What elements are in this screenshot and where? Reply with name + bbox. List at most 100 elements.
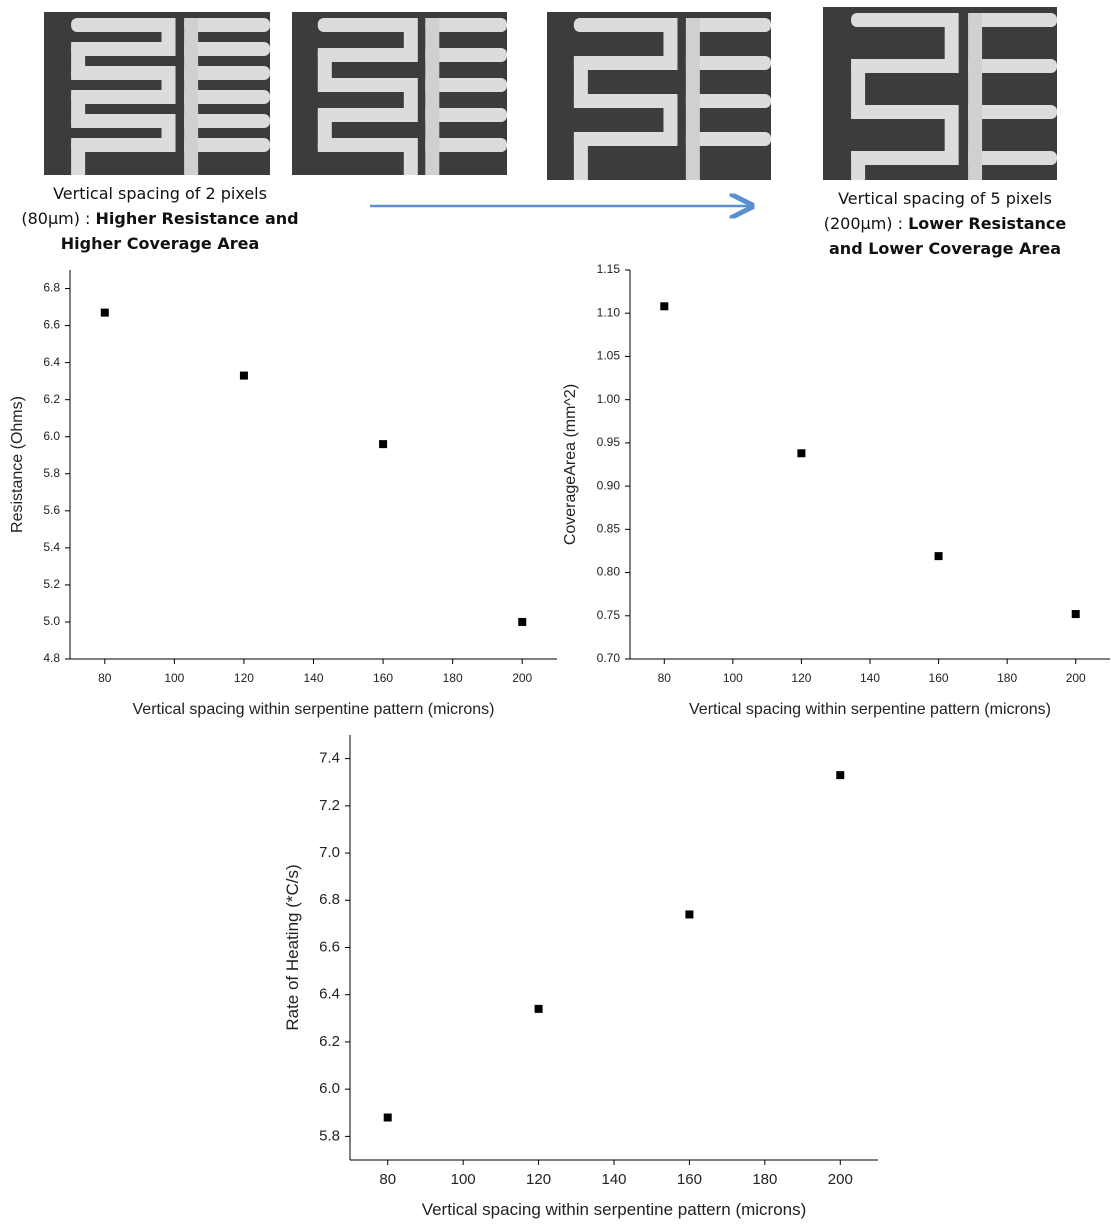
y-tick-label: 4.8 [43, 651, 60, 665]
y-tick-label: 5.0 [43, 614, 60, 628]
micrograph-trace [573, 132, 675, 146]
x-tick-label: 120 [791, 671, 811, 685]
y-tick-label: 1.05 [597, 349, 621, 363]
point [934, 552, 943, 561]
point [239, 371, 248, 380]
point [379, 440, 388, 449]
micrograph-trace [71, 18, 173, 32]
y-tick-label: 5.4 [43, 540, 60, 554]
y-tick-label: 6.6 [319, 938, 340, 955]
x-tick-label: 140 [303, 671, 323, 685]
micrograph-trace [184, 66, 270, 80]
y-axis-label: CoverageArea (mm^2) [562, 384, 579, 545]
y-tick-label: 6.8 [319, 891, 340, 908]
micrograph-trace [317, 108, 415, 122]
y-tick-label: 5.2 [43, 577, 60, 591]
micrograph-trace [71, 138, 86, 175]
x-axis-label: Vertical spacing within serpentine patte… [689, 701, 1051, 718]
point [797, 449, 806, 458]
micrograph-trace [317, 48, 415, 62]
x-tick-label: 140 [860, 671, 880, 685]
x-tick-label: 80 [98, 671, 112, 685]
micrograph-trace [851, 151, 957, 165]
micrograph-trace [425, 18, 507, 32]
micrograph-trace [71, 66, 173, 80]
x-tick-label: 200 [828, 1171, 853, 1188]
micrograph-trace [968, 13, 1057, 27]
micrograph-trace [317, 138, 415, 152]
micrograph [44, 12, 270, 175]
x-tick-label: 160 [929, 671, 949, 685]
point [660, 302, 669, 311]
micrograph-trace [968, 151, 1057, 165]
micrograph [823, 7, 1057, 180]
micrograph [547, 12, 771, 180]
micrograph-trace [425, 48, 507, 62]
y-tick-label: 0.85 [597, 522, 621, 536]
caption-line: Vertical spacing of 2 pixels [53, 184, 267, 203]
micrograph-trace [851, 151, 866, 180]
micrograph-trace [71, 138, 173, 152]
x-tick-label: 120 [526, 1171, 551, 1188]
x-axis-label: Vertical spacing within serpentine patte… [133, 701, 495, 718]
micrograph-trace [425, 108, 507, 122]
y-tick-label: 5.6 [43, 503, 60, 517]
micrograph-trace [968, 59, 983, 119]
micrograph-trace [425, 78, 507, 92]
x-tick-label: 80 [658, 671, 672, 685]
caption-bold: Higher Resistance and [96, 209, 299, 228]
micrograph-trace [317, 78, 415, 92]
micrograph-trace [573, 18, 675, 32]
micrograph-trace [184, 42, 270, 56]
micrograph-trace [425, 138, 440, 175]
x-tick-label: 100 [451, 1171, 476, 1188]
y-tick-label: 6.0 [319, 1080, 340, 1097]
micrograph-trace [184, 90, 270, 104]
x-tick-label: 180 [443, 671, 463, 685]
point [1071, 610, 1080, 619]
y-axis-label: Rate of Heating (*C/s) [283, 864, 302, 1030]
micrograph-trace [851, 105, 957, 119]
micrograph-trace [184, 138, 199, 175]
caption-line: Vertical spacing of 5 pixels [838, 189, 1052, 208]
y-tick-label: 1.10 [597, 305, 621, 319]
micrograph-trace [184, 18, 270, 32]
micrograph-trace [968, 151, 983, 180]
x-tick-label: 100 [164, 671, 184, 685]
y-tick-label: 6.4 [319, 986, 340, 1003]
micrograph-trace [685, 132, 771, 146]
y-tick-label: 6.2 [43, 392, 60, 406]
caption-bold: and Lower Coverage Area [829, 239, 1061, 258]
micrograph-trace [851, 13, 957, 27]
micrograph-trace [968, 105, 983, 165]
x-axis-label: Vertical spacing within serpentine patte… [422, 1200, 807, 1219]
x-tick-label: 160 [373, 671, 393, 685]
x-tick-label: 80 [379, 1171, 396, 1188]
x-tick-label: 120 [234, 671, 254, 685]
micrograph-trace [573, 132, 588, 180]
chart: 5.8 6.0 6.2 6.4 6.6 6.8 7.0 7.2 7.4 80 100 120 140 16… [283, 735, 878, 1219]
micrograph-trace [573, 94, 675, 108]
caption-text: (80μm) : [21, 209, 95, 228]
micrograph-trace [685, 56, 771, 70]
y-tick-label: 7.4 [319, 750, 340, 767]
y-tick-label: 6.6 [43, 318, 60, 332]
micrograph-trace [573, 56, 675, 70]
point [836, 771, 845, 780]
x-tick-label: 100 [723, 671, 743, 685]
y-tick-label: 7.2 [319, 797, 340, 814]
caption-bold: Higher Coverage Area [61, 234, 260, 253]
y-tick-label: 5.8 [43, 466, 60, 480]
caption-line: (80μm) : Higher Resistance and [21, 209, 298, 228]
y-tick-label: 0.80 [597, 565, 621, 579]
caption-line: (200μm) : Lower Resistance [824, 214, 1067, 233]
micrograph-trace [425, 138, 507, 152]
micrograph-trace [851, 59, 866, 119]
y-tick-label: 0.90 [597, 478, 621, 492]
point [685, 910, 694, 919]
y-tick-label: 6.8 [43, 281, 60, 295]
y-tick-label: 0.75 [597, 608, 621, 622]
micrograph-trace [685, 18, 771, 32]
y-tick-label: 6.2 [319, 1033, 340, 1050]
